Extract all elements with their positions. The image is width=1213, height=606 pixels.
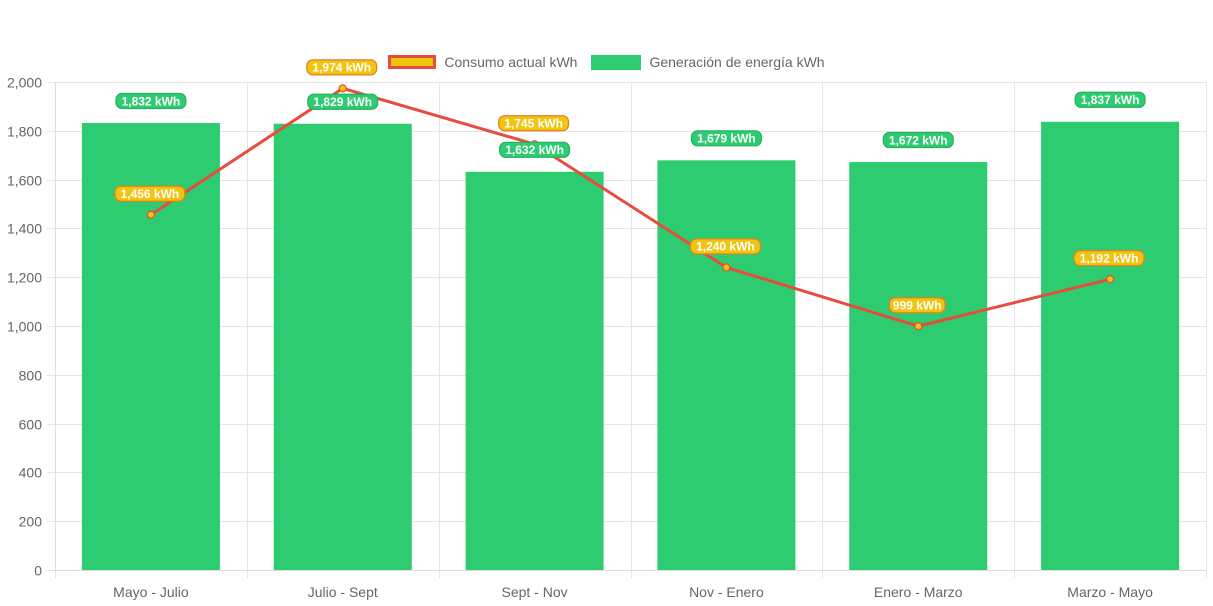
line-data-label: 1,745 kWh <box>504 117 563 131</box>
bar-generacion[interactable] <box>849 162 988 571</box>
bar-data-label: 1,672 kWh <box>889 133 948 147</box>
bar-data-label-bg <box>307 93 379 110</box>
bar-data-label: 1,679 kWh <box>697 132 756 146</box>
point-consumo[interactable] <box>914 322 923 331</box>
y-tick-label: 2,000 <box>7 75 42 91</box>
line-data-label-bg <box>1073 250 1145 267</box>
line-data-label-bg <box>114 185 186 202</box>
y-tick-label: 1,200 <box>7 270 42 286</box>
y-tick-label: 1,800 <box>7 124 42 140</box>
point-consumo[interactable] <box>1105 275 1115 284</box>
legend-swatch-generacion <box>591 54 642 70</box>
point-consumo[interactable] <box>146 210 156 219</box>
x-tick-label: Sept - Nov <box>502 584 568 600</box>
y-tick-label: 200 <box>19 514 43 530</box>
bar-data-label-bg <box>690 130 762 147</box>
x-tick-label: Mayo - Julio <box>113 584 189 600</box>
bar-data-label-bg <box>115 92 187 110</box>
bar-data-label: 1,837 kWh <box>1081 93 1140 107</box>
x-tick-label: Nov - Enero <box>689 584 764 600</box>
legend-swatch-consumo <box>388 55 437 69</box>
y-tick-label: 0 <box>34 563 42 579</box>
bar-data-label-bg <box>1074 91 1146 108</box>
x-tick-label: Marzo - Mayo <box>1067 584 1153 600</box>
legend-label-generacion: Generación de energía kWh <box>649 54 825 70</box>
y-tick-label: 600 <box>19 417 43 433</box>
line-data-label: 999 kWh <box>893 299 942 313</box>
bar-generacion[interactable] <box>465 171 604 571</box>
y-tick-label: 1,600 <box>7 173 42 189</box>
bar-data-label-bg <box>499 141 571 158</box>
bar-generacion[interactable] <box>273 123 412 570</box>
point-consumo[interactable] <box>722 263 731 272</box>
line-data-label: 1,456 kWh <box>121 187 180 201</box>
point-consumo[interactable] <box>338 84 347 93</box>
line-consumo <box>150 86 1111 328</box>
line-data-label: 1,192 kWh <box>1080 251 1139 265</box>
bar-generacion[interactable] <box>657 160 796 570</box>
y-tick-label: 400 <box>19 465 43 481</box>
line-data-label-bg <box>888 297 946 314</box>
bar-generacion[interactable] <box>1041 121 1180 570</box>
y-tick-label: 1,000 <box>7 319 42 335</box>
y-tick-label: 1,400 <box>7 221 42 237</box>
line-data-label-bg <box>306 59 378 76</box>
bar-data-label: 1,632 kWh <box>505 143 564 157</box>
line-data-label-bg <box>689 238 761 255</box>
x-tick-label: Julio - Sept <box>308 584 378 600</box>
x-tick-label: Enero - Marzo <box>874 584 963 600</box>
legend-item-consumo[interactable]: Consumo actual kWh <box>388 54 577 70</box>
legend-label-consumo: Consumo actual kWh <box>444 54 578 70</box>
line-data-label: 1,240 kWh <box>696 240 755 254</box>
bar-data-label: 1,829 kWh <box>313 95 372 109</box>
line-data-label: 1,974 kWh <box>312 61 371 75</box>
legend-item-generacion[interactable]: Generación de energía kWh <box>591 54 825 70</box>
bar-data-label: 1,832 kWh <box>122 94 181 108</box>
y-tick-label: 800 <box>19 368 43 384</box>
bar-data-label-bg <box>882 131 954 149</box>
chart-legend: Consumo actual kWh Generación de energía… <box>0 52 1213 72</box>
line-data-label-bg <box>498 115 570 132</box>
